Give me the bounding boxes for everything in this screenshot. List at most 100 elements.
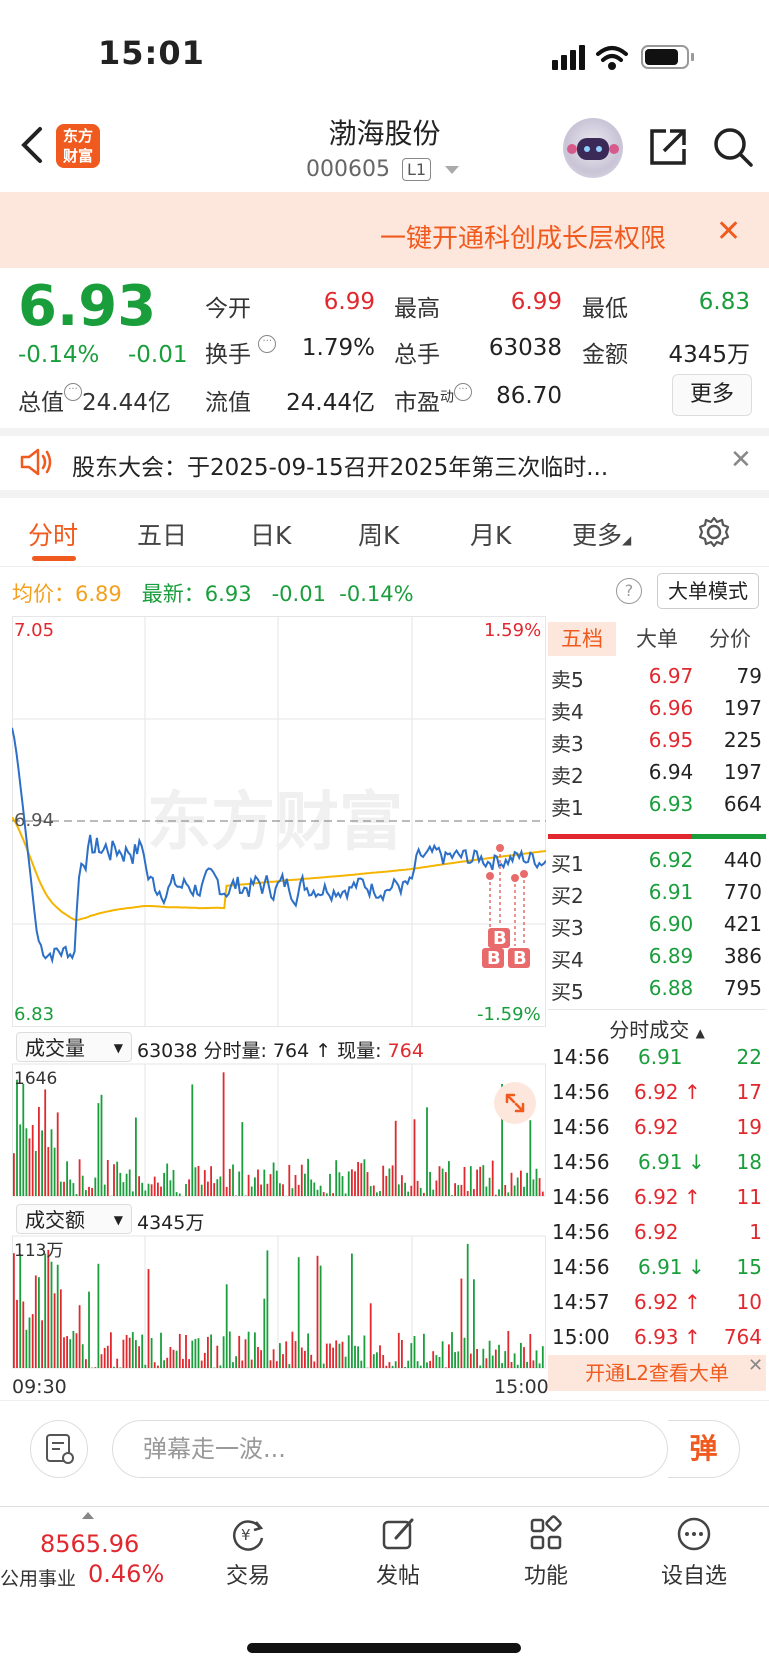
amount-bars [13,1243,544,1368]
tab-more[interactable]: 更多◢ [572,521,632,550]
trade-button[interactable]: ¥ 交易 [198,1514,298,1590]
buy-marker: B [493,928,507,949]
danmu-input[interactable]: 弹幕走一波... [112,1420,668,1478]
buy-marker: B [487,948,501,969]
gear-icon[interactable] [697,515,731,549]
divider [0,490,769,498]
buy-marker: B [513,948,527,969]
amount-indicator-select[interactable]: 成交额 ▼ [16,1204,132,1234]
amount-info: 4345万 [137,1212,205,1234]
tab-five-day[interactable]: 五日 [137,521,188,550]
tab-monthly-k[interactable]: 月K [470,521,512,550]
active-tab-indicator [32,556,76,561]
big-order-mode-button[interactable]: 大单模式 [657,573,759,609]
document-settings-icon[interactable] [30,1420,88,1478]
amount-value: 4345万 [668,342,750,368]
expand-icon[interactable] [494,1082,536,1124]
current-price: 6.93 [18,274,157,339]
price-line [12,727,546,965]
order-book-tabs: 五档 大单 分价 [548,622,766,656]
caret-up-icon[interactable] [82,1512,94,1519]
share-icon[interactable] [646,125,690,169]
float-label: 流值 [205,390,251,416]
search-icon[interactable] [711,125,755,169]
buy-marker-dots [486,844,528,882]
time-end-label: 15:00 [494,1376,549,1398]
tick-row: 14:56 6.92 ↑ 17 [552,1080,762,1104]
chevron-down-icon[interactable] [445,166,459,174]
more-button[interactable]: 更多 [672,374,752,416]
buy-ratio-bar [692,834,766,839]
index-change[interactable]: 0.46% [88,1560,165,1588]
turnover-label[interactable]: 换手 ··· [205,335,277,369]
close-icon[interactable]: ✕ [730,445,752,475]
volume-info: 63038 分时量: 764 ↑ 现量: 764 [137,1040,424,1062]
index-name[interactable]: 公用事业 [0,1568,77,1590]
high-value: 6.99 [510,289,562,315]
chart-grid [12,616,546,1369]
speaker-icon [20,448,52,476]
ask-row: 卖1 6.93 664 [551,792,762,820]
tab-daily-k[interactable]: 日K [250,521,292,550]
info-dots-icon: ··· [64,383,82,401]
help-icon[interactable]: ? [616,578,642,604]
app-logo: 东方 财富 [56,124,100,168]
low-value: 6.83 [698,289,750,315]
battery-icon [641,45,694,69]
back-icon[interactable] [18,125,48,165]
pe-value: 86.70 [496,383,562,409]
promo-text[interactable]: 一键开通科创成长层权限 [380,224,667,254]
tab-big-orders[interactable]: 大单 [636,627,678,651]
stock-code[interactable]: 000605 [306,157,390,182]
high-label: 最高 [394,296,440,322]
bid-row: 买5 6.88 795 [551,976,762,1004]
divider [0,1400,769,1401]
tab-intraday[interactable]: 分时 [28,521,79,550]
tab-price-dist[interactable]: 分价 [709,627,751,651]
l2-upgrade-button[interactable]: 开通L2查看大单 [548,1355,766,1391]
tick-row: 14:56 6.92 1 [552,1220,762,1244]
ask-row: 卖3 6.95 225 [551,728,762,756]
home-indicator [247,1643,521,1653]
promo-banner[interactable] [0,192,769,268]
change-percent: -0.14% [18,342,100,368]
post-button[interactable]: 发帖 [348,1514,448,1590]
wifi-icon [596,46,628,70]
danmu-button[interactable]: 弹 [668,1420,740,1478]
add-watchlist-button[interactable]: 设自选 [644,1514,744,1590]
close-icon[interactable]: ✕ [716,214,742,249]
assistant-robot-icon[interactable] [563,118,623,178]
tab-weekly-k[interactable]: 周K [358,521,400,550]
turnover-value: 1.79% [301,335,375,361]
tick-row: 14:56 6.92 19 [552,1115,762,1139]
volume-value: 63038 [488,335,562,361]
volume-bars [13,1072,544,1196]
index-value[interactable]: 8565.96 [40,1530,140,1558]
open-label: 今开 [205,296,251,322]
function-button[interactable]: 功能 [496,1514,596,1590]
reference-price-label: 6.94 [14,810,54,831]
pe-label[interactable]: 市盈动 ··· [394,383,472,417]
tick-row: 14:56 6.92 ↑ 11 [552,1185,762,1209]
tick-row: 14:57 6.92 ↑ 10 [552,1290,762,1314]
signal-icon [552,45,585,70]
intraday-chart[interactable]: 东方财富 B B B 7.05 6.94 6.83 1.59% -1.59% 1… [12,616,546,1404]
level-badge: L1 [402,158,432,181]
volume-indicator-select[interactable]: 成交量 ▼ [16,1032,132,1062]
bid-row: 买2 6.91 770 [551,880,762,908]
info-dots-icon: ··· [454,383,472,401]
tick-row: 14:56 6.91 ↓ 18 [552,1150,762,1174]
close-icon[interactable]: ✕ [748,1355,764,1376]
change-amount: -0.01 [128,342,188,368]
bid-row: 买3 6.90 421 [551,912,762,940]
mktcap-label[interactable]: 总值···24.44亿 [18,383,171,416]
float-value: 24.44亿 [286,390,375,416]
notice-text[interactable]: 股东大会：于2025-09-15召开2025年第三次临时... [72,455,609,481]
tab-five-levels[interactable]: 五档 [548,622,616,656]
trade-icon: ¥ [233,1520,264,1551]
amount-max-label: 113万 [14,1241,63,1261]
ask-row: 卖5 6.97 79 [551,664,762,692]
divider [0,566,769,567]
ticks-title[interactable]: 分时成交 ▲ [609,1018,705,1042]
low-label: 最低 [582,296,628,322]
